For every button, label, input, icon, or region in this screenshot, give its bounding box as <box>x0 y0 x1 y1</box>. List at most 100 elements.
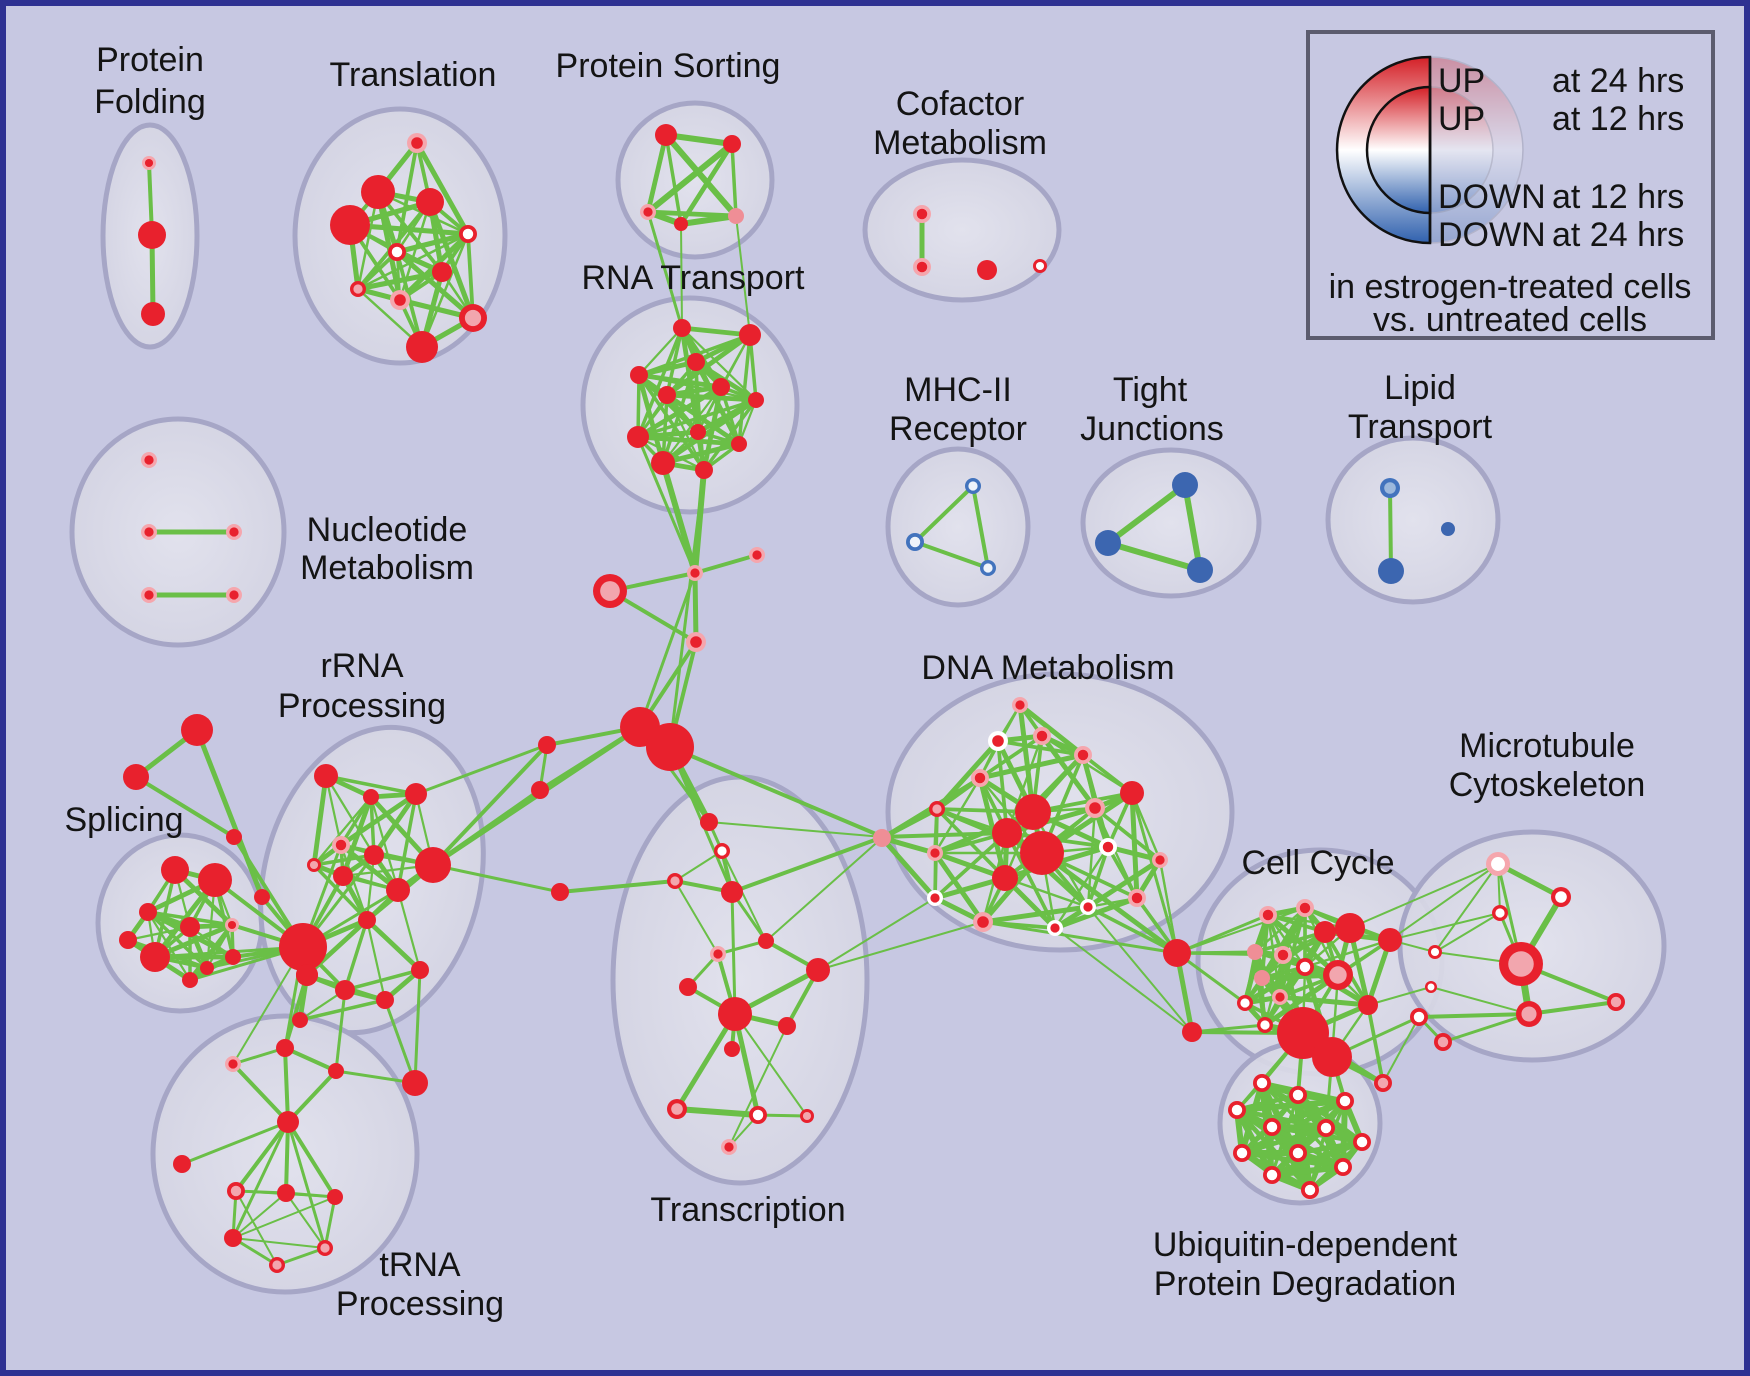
legend-ring-inner-right <box>1429 86 1494 214</box>
network-node <box>710 946 726 962</box>
edge <box>664 392 742 447</box>
node-core <box>1036 730 1048 742</box>
network-node <box>687 353 705 371</box>
legend-ring-inner-left <box>1365 85 1432 215</box>
network-node <box>279 923 327 971</box>
edge <box>913 540 990 570</box>
node-core <box>1020 831 1064 875</box>
node-core <box>144 455 154 465</box>
node-core <box>1312 1037 1352 1077</box>
node-core <box>690 424 706 440</box>
network-node <box>416 188 444 216</box>
network-node <box>1263 1118 1281 1136</box>
network-node <box>332 836 350 854</box>
edge <box>414 140 471 237</box>
edge <box>1430 986 1530 1015</box>
node-core <box>182 972 198 988</box>
edge <box>662 131 736 148</box>
network-node <box>929 801 945 817</box>
edge <box>312 853 376 867</box>
cluster-label: Metabolism <box>873 124 1047 162</box>
edge <box>283 1046 290 1124</box>
node-core <box>411 961 429 979</box>
node-core <box>1555 891 1567 903</box>
network-node <box>314 764 338 788</box>
network-node <box>141 302 165 326</box>
node-core <box>1329 966 1347 984</box>
cluster-label: Protein Degradation <box>1154 1265 1456 1303</box>
network-node <box>386 878 410 902</box>
node-core <box>646 723 694 771</box>
node-core <box>695 461 713 479</box>
network-node <box>551 883 569 901</box>
legend-time-label: at 12 hrs <box>1552 100 1684 138</box>
network-node <box>718 997 752 1031</box>
node-core <box>402 1070 428 1096</box>
node-core <box>1095 530 1121 556</box>
node-core <box>1015 700 1025 710</box>
network-node <box>459 304 487 332</box>
network-node <box>1120 781 1144 805</box>
edge <box>231 1062 290 1124</box>
edge <box>312 795 373 867</box>
network-node <box>1012 697 1028 713</box>
network-node <box>1334 1158 1352 1176</box>
network-node <box>531 781 549 799</box>
edge <box>1039 733 1098 811</box>
edge <box>1086 845 1110 909</box>
cluster-label: Ubiquitin-dependent <box>1153 1226 1458 1264</box>
node-core <box>977 260 997 280</box>
network-node <box>627 426 649 448</box>
node-core <box>144 158 154 168</box>
network-node <box>1254 970 1270 986</box>
node-core <box>721 881 743 903</box>
edge <box>1129 790 1140 901</box>
edge <box>283 973 309 1050</box>
node-core <box>1378 928 1402 952</box>
network-node <box>432 262 452 282</box>
edge <box>693 553 759 575</box>
node-core <box>200 961 214 975</box>
network-node <box>180 917 200 937</box>
node-core <box>1335 913 1365 943</box>
node-core <box>1430 947 1440 957</box>
network-node <box>407 133 427 153</box>
edge <box>1308 1099 1347 1192</box>
network-node <box>1314 921 1336 943</box>
network-node <box>971 769 989 787</box>
network-node <box>1486 852 1510 876</box>
network-node <box>405 783 427 805</box>
cluster-label: rRNA <box>320 647 403 685</box>
edge <box>1017 702 1086 758</box>
node-core <box>226 829 242 845</box>
edge <box>275 1246 327 1267</box>
network-node <box>1033 259 1047 273</box>
cluster-label: Cell Cycle <box>1241 844 1394 882</box>
node-core <box>600 581 620 601</box>
edge <box>1053 845 1110 930</box>
node-core <box>391 246 403 258</box>
edge <box>660 397 759 466</box>
edge <box>334 988 347 1073</box>
edge <box>678 141 735 227</box>
node-core <box>731 436 747 452</box>
network-node <box>269 1257 285 1273</box>
edge <box>636 326 684 439</box>
edge <box>1176 907 1306 954</box>
network-node <box>333 866 353 886</box>
node-core <box>279 923 327 971</box>
legend-time-label: at 24 hrs <box>1552 216 1684 254</box>
cluster-label: Cytoskeleton <box>1449 766 1646 804</box>
node-core <box>739 324 761 346</box>
node-core <box>713 949 723 959</box>
edge <box>1239 1125 1329 1156</box>
edge <box>1004 805 1098 836</box>
node-core <box>1427 983 1435 991</box>
edge <box>355 269 445 292</box>
network-node <box>277 1184 295 1202</box>
node-core <box>320 1243 330 1253</box>
network-node <box>1380 478 1400 498</box>
edge <box>1175 951 1247 1005</box>
network-node <box>1274 946 1292 964</box>
node-core <box>230 1185 242 1197</box>
